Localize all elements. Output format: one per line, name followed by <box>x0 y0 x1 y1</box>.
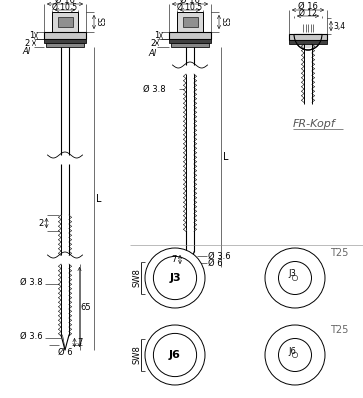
Bar <box>169 32 211 39</box>
Text: Ø 16: Ø 16 <box>55 0 75 4</box>
Text: L: L <box>223 152 229 162</box>
Circle shape <box>154 334 197 377</box>
Bar <box>289 40 327 44</box>
Text: FR-Kopf: FR-Kopf <box>293 119 336 129</box>
Text: 1: 1 <box>29 31 34 40</box>
Text: Ø 12: Ø 12 <box>299 8 317 18</box>
Polygon shape <box>283 343 307 367</box>
Text: Ø 3.8: Ø 3.8 <box>20 277 42 287</box>
Text: 2: 2 <box>24 39 30 47</box>
Circle shape <box>265 325 325 385</box>
Text: Ø 6: Ø 6 <box>208 258 223 267</box>
Text: Ø 3.8: Ø 3.8 <box>143 84 166 94</box>
Text: 2: 2 <box>150 39 156 47</box>
Bar <box>169 39 211 43</box>
Text: J3: J3 <box>288 269 296 279</box>
Circle shape <box>145 248 205 308</box>
Bar <box>177 12 203 32</box>
Bar <box>44 32 86 39</box>
Circle shape <box>292 352 298 358</box>
Text: 1: 1 <box>154 31 160 40</box>
Polygon shape <box>163 341 187 369</box>
Circle shape <box>265 248 325 308</box>
Text: Ø 6: Ø 6 <box>58 347 72 357</box>
Circle shape <box>278 339 311 371</box>
Text: 7: 7 <box>171 255 177 264</box>
Text: T25: T25 <box>330 325 348 335</box>
Text: 2: 2 <box>39 219 44 228</box>
Bar <box>44 39 86 43</box>
Bar <box>289 34 327 40</box>
Text: SW8: SW8 <box>132 269 142 287</box>
Text: Ø 16: Ø 16 <box>298 2 318 10</box>
Text: Ø 10.5: Ø 10.5 <box>52 2 78 12</box>
Text: T25: T25 <box>330 248 348 258</box>
Bar <box>57 17 73 27</box>
Text: Ø 3.6: Ø 3.6 <box>208 252 231 261</box>
Polygon shape <box>283 266 307 290</box>
Circle shape <box>154 256 197 300</box>
Text: S3: S3 <box>94 17 103 27</box>
Circle shape <box>278 261 311 295</box>
Text: J6: J6 <box>288 347 296 355</box>
Bar <box>183 17 197 27</box>
Text: 3,4: 3,4 <box>333 21 345 31</box>
Text: Al: Al <box>23 47 31 57</box>
Text: SW8: SW8 <box>132 345 142 365</box>
Text: Ø 16: Ø 16 <box>180 0 200 4</box>
Text: J6: J6 <box>169 350 181 360</box>
Text: Ø 3.6: Ø 3.6 <box>20 332 43 341</box>
Text: Ø 10.5: Ø 10.5 <box>178 2 203 12</box>
Circle shape <box>292 275 298 281</box>
Text: 7: 7 <box>77 338 82 347</box>
Text: L: L <box>96 193 102 203</box>
Circle shape <box>145 325 205 385</box>
Polygon shape <box>163 263 187 293</box>
Text: Al: Al <box>149 49 157 57</box>
Bar <box>171 43 209 47</box>
Text: J3: J3 <box>169 273 181 283</box>
Text: S3: S3 <box>220 17 228 27</box>
Bar <box>46 43 84 47</box>
Wedge shape <box>294 34 322 48</box>
Text: 65: 65 <box>80 302 91 312</box>
Bar <box>52 12 78 32</box>
